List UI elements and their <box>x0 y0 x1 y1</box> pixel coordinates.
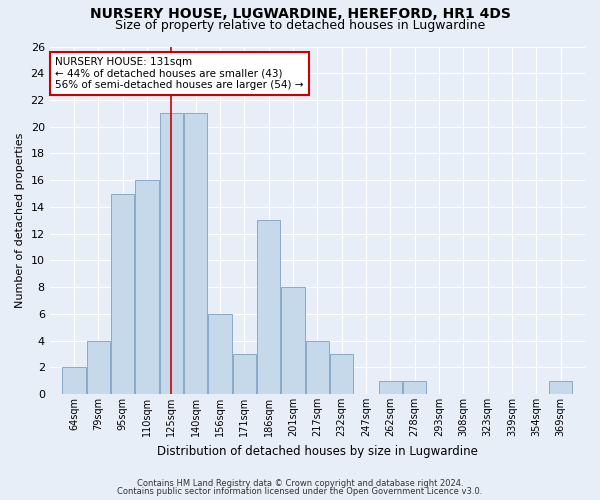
X-axis label: Distribution of detached houses by size in Lugwardine: Distribution of detached houses by size … <box>157 444 478 458</box>
Bar <box>135 180 159 394</box>
Bar <box>379 380 402 394</box>
Bar <box>403 380 427 394</box>
Bar <box>208 314 232 394</box>
Bar <box>62 368 86 394</box>
Bar <box>184 114 208 394</box>
Text: NURSERY HOUSE: 131sqm
← 44% of detached houses are smaller (43)
56% of semi-deta: NURSERY HOUSE: 131sqm ← 44% of detached … <box>55 57 304 90</box>
Bar <box>305 340 329 394</box>
Y-axis label: Number of detached properties: Number of detached properties <box>15 132 25 308</box>
Bar <box>233 354 256 394</box>
Bar <box>281 287 305 394</box>
Bar <box>111 194 134 394</box>
Text: Contains public sector information licensed under the Open Government Licence v3: Contains public sector information licen… <box>118 487 482 496</box>
Bar <box>549 380 572 394</box>
Text: NURSERY HOUSE, LUGWARDINE, HEREFORD, HR1 4DS: NURSERY HOUSE, LUGWARDINE, HEREFORD, HR1… <box>89 8 511 22</box>
Bar <box>330 354 353 394</box>
Text: Size of property relative to detached houses in Lugwardine: Size of property relative to detached ho… <box>115 19 485 32</box>
Bar <box>86 340 110 394</box>
Bar <box>160 114 183 394</box>
Text: Contains HM Land Registry data © Crown copyright and database right 2024.: Contains HM Land Registry data © Crown c… <box>137 478 463 488</box>
Bar <box>257 220 280 394</box>
